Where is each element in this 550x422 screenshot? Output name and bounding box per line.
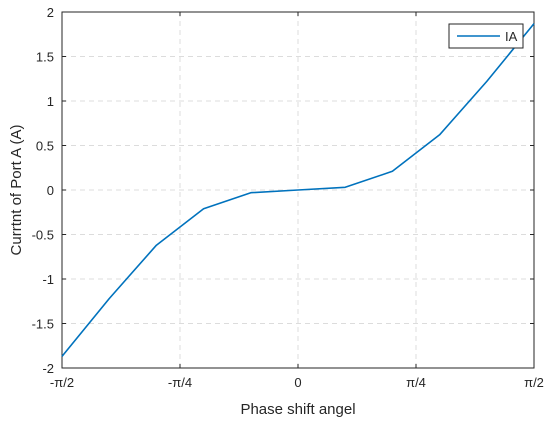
y-tick-label: 1.5: [36, 50, 54, 65]
series-layer: [61, 23, 535, 357]
y-tick-label: -1.5: [32, 317, 54, 332]
x-tick-label: -π/2: [50, 375, 74, 390]
y-tick-label: -0.5: [32, 228, 54, 243]
y-tick-label: 1: [47, 94, 54, 109]
series-line-ia: [61, 23, 535, 357]
legend-label-ia: IA: [505, 29, 518, 44]
x-tick-label: π/2: [524, 375, 544, 390]
legend: IA: [448, 23, 524, 49]
y-axis-title: Currtnt of Port A (A): [8, 125, 25, 256]
x-tick-label: -π/4: [168, 375, 192, 390]
x-tick-label: 0: [294, 375, 301, 390]
y-tick-label: 0.5: [36, 139, 54, 154]
y-tick-label: 0: [47, 183, 54, 198]
y-tick-label: 2: [47, 5, 54, 20]
x-tick-label: π/4: [406, 375, 426, 390]
axis-ticks: -π/2 -π/4 0 π/4 π/2 -2 -1.5 -1 -0.5 0 0.5 1 1.5 2: [32, 5, 544, 390]
y-tick-label: -1: [42, 272, 54, 287]
x-axis-title: Phase shift angel: [240, 401, 355, 418]
y-tick-label: -2: [42, 361, 54, 376]
